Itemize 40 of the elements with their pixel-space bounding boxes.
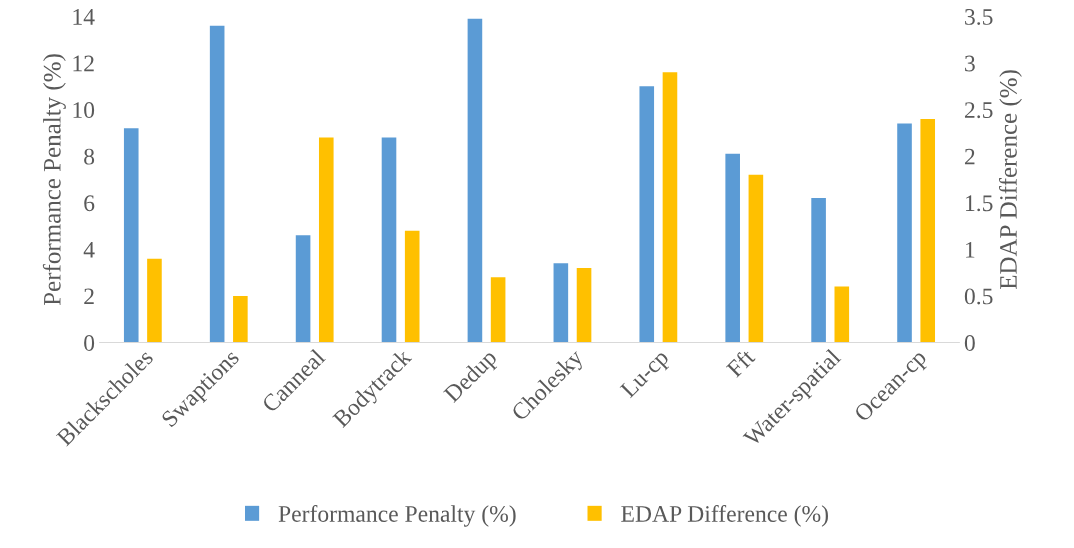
y2-tick-label: 2.5 — [964, 102, 993, 119]
bar — [576, 267, 592, 343]
bar — [147, 258, 162, 343]
bar — [897, 123, 912, 343]
bar — [318, 137, 334, 343]
y-tick-label: 12 — [73, 55, 94, 72]
y-tick-label: 10 — [73, 102, 95, 119]
bar — [920, 118, 936, 343]
y2-tick-label: 2 — [964, 148, 975, 165]
legend-label: Performance Penalty (%) — [278, 505, 516, 527]
bar — [725, 153, 740, 343]
bar — [811, 198, 826, 343]
bar — [209, 25, 225, 343]
y2-tick-label: 1.5 — [966, 195, 993, 212]
y-tick-label: 6 — [84, 195, 95, 212]
bar — [233, 295, 248, 343]
bar — [295, 235, 311, 343]
bar — [490, 277, 506, 343]
bar — [834, 286, 850, 343]
bar — [639, 86, 655, 343]
y-axis-title: Performance Penalty (%) — [42, 54, 66, 306]
y-tick-label: 2 — [84, 288, 94, 305]
y2-tick-label: 1 — [966, 241, 975, 258]
y-tick-label: 0 — [84, 334, 95, 351]
y-tick-label: 4 — [83, 241, 95, 258]
y-tick-label: 14 — [73, 9, 95, 25]
bar — [404, 230, 420, 343]
bar — [553, 263, 569, 343]
y2-tick-label: 3.5 — [965, 9, 993, 25]
y2-tick-label: 0 — [964, 334, 975, 351]
bar — [748, 174, 764, 343]
y-tick-label: 8 — [84, 148, 95, 165]
y2-tick-label: 0.5 — [964, 288, 993, 305]
bar — [662, 72, 678, 343]
legend-label: EDAP Difference (%) — [621, 505, 828, 527]
bar — [123, 128, 139, 343]
y2-axis-title: EDAP Difference (%) — [999, 70, 1022, 290]
bar — [381, 137, 397, 343]
bar — [467, 18, 483, 343]
y2-tick-label: 3 — [965, 55, 975, 72]
